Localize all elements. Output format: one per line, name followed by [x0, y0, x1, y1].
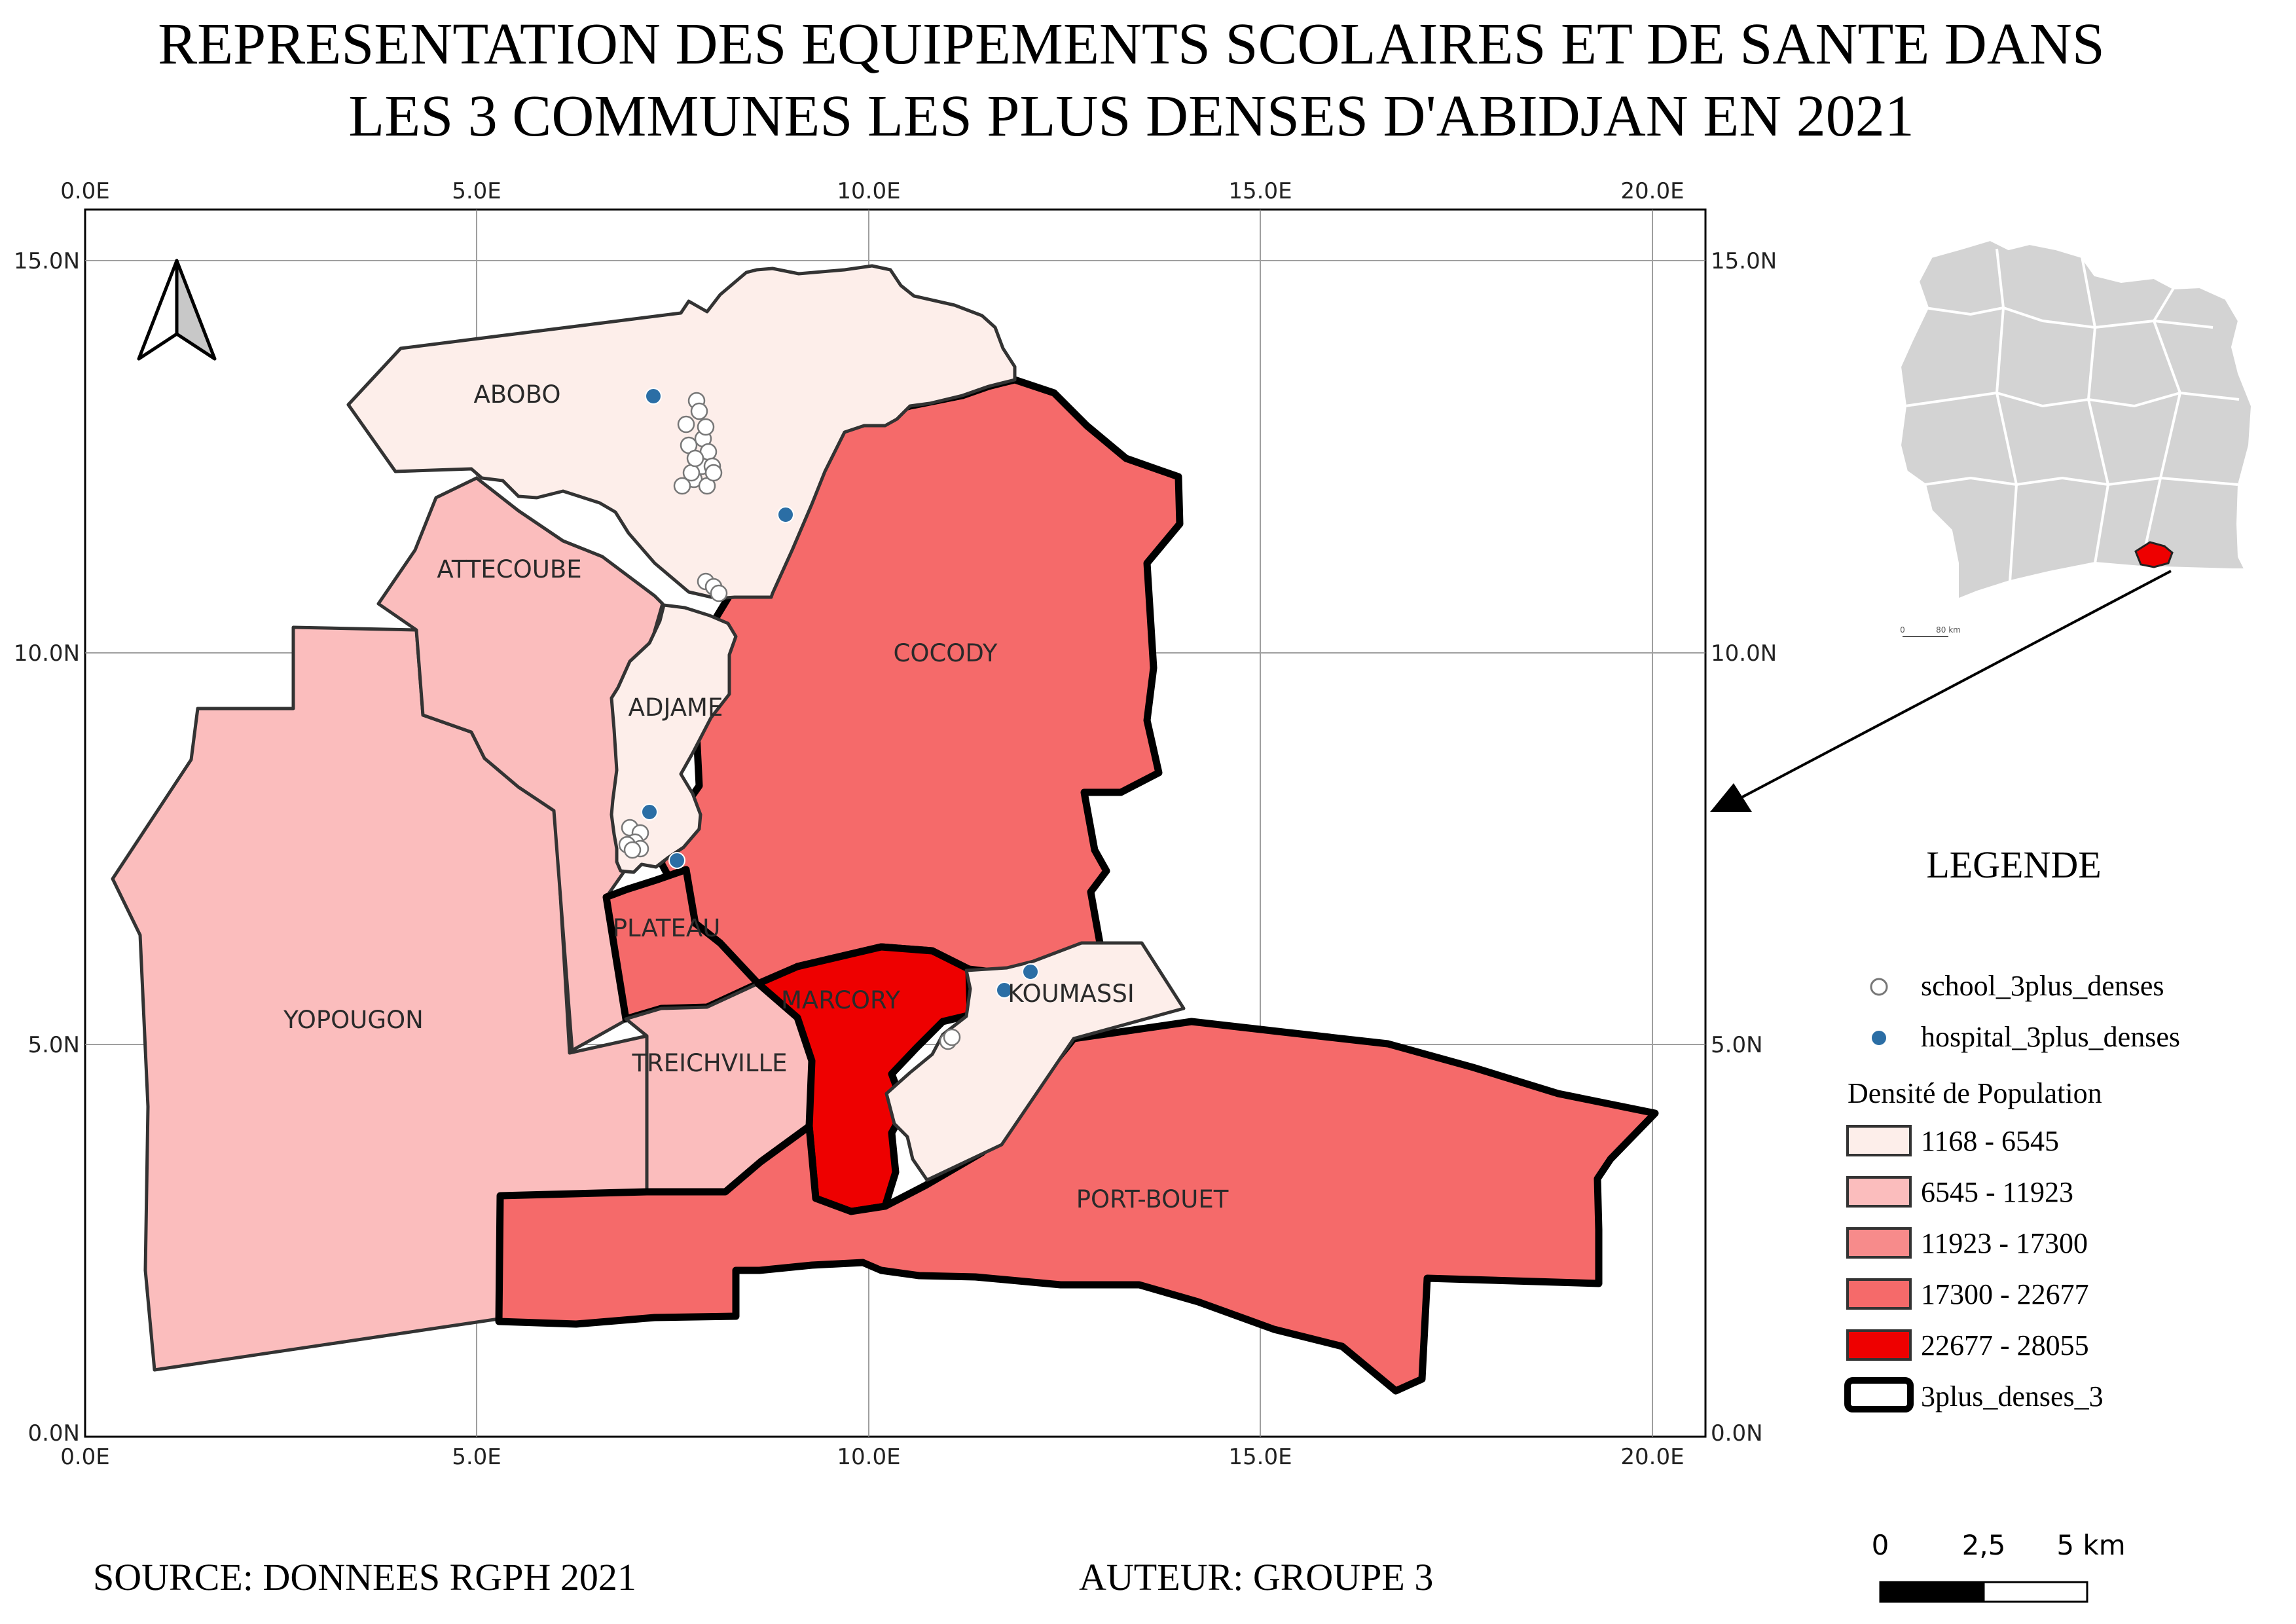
- label-abobo: ABOBO: [473, 380, 560, 409]
- main-map: ABOBO ATTECOUBE ADJAME COCODY PLATEAU YO…: [14, 178, 1777, 1470]
- grid-label-bottom-5e: 5.0E: [452, 1444, 501, 1470]
- legend-class-0-label: 1168 - 6545: [1921, 1125, 2059, 1157]
- inset-region-boundaries: [1904, 248, 2240, 582]
- legend-class-3-swatch: [1846, 1278, 1912, 1310]
- inset-connector-arrow: [1710, 570, 2172, 812]
- legend-hospital-label: hospital_3plus_denses: [1921, 1021, 2180, 1053]
- grid-label-left-10n: 10.0N: [14, 640, 80, 667]
- label-attecoube: ATTECOUBE: [437, 555, 581, 583]
- legend-title: LEGENDE: [1926, 843, 2101, 886]
- grid-label-bottom-15e: 15.0E: [1228, 1444, 1292, 1470]
- school-point: [623, 841, 642, 859]
- communes-layer: [111, 264, 1659, 1395]
- map-title-line-2: LES 3 COMMUNES LES PLUS DENSES D'ABIDJAN…: [348, 84, 1914, 149]
- graticule-labels: 0.0E 5.0E 10.0E 15.0E 20.0E 0.0E 5.0E 10…: [14, 178, 1777, 1470]
- label-marcory: MARCORY: [781, 986, 900, 1014]
- grid-label-top-15e: 15.0E: [1228, 178, 1292, 204]
- grid-label-right-10n: 10.0N: [1711, 640, 1777, 667]
- legend-class-1-swatch: [1846, 1176, 1912, 1208]
- inset-scale-label-80: 80 km: [1936, 625, 1961, 635]
- grid-label-left-0n: 0.0N: [27, 1420, 80, 1447]
- inset-scale-label-0: 0: [1900, 625, 1905, 635]
- connector-arrowhead-icon: [1710, 783, 1752, 812]
- grid-label-left-15n: 15.0N: [14, 248, 80, 274]
- school-point: [677, 415, 695, 434]
- school-point: [686, 449, 704, 468]
- label-plateau: PLATEAU: [613, 914, 721, 942]
- grid-label-top-20e: 20.0E: [1620, 178, 1684, 204]
- map-title-line-1: REPRESENTATION DES EQUIPEMENTS SCOLAIRES…: [158, 12, 2105, 77]
- grid-label-top-0e: 0.0E: [60, 178, 110, 204]
- grid-label-top-10e: 10.0E: [837, 178, 900, 204]
- legend-class-2-label: 11923 - 17300: [1921, 1227, 2088, 1259]
- school-point: [697, 418, 715, 436]
- legend-outline-swatch: [1844, 1377, 1914, 1412]
- grid-label-top-5e: 5.0E: [452, 178, 501, 204]
- commune-adjame: [610, 603, 738, 874]
- scale-label-2-5: 2,5: [1962, 1529, 2006, 1561]
- label-port-bouet: PORT-BOUET: [1076, 1185, 1229, 1213]
- hospital-point: [777, 506, 794, 523]
- grid-label-bottom-20e: 20.0E: [1620, 1444, 1684, 1470]
- label-koumassi: KOUMASSI: [1008, 980, 1135, 1008]
- legend-school-symbol: [1870, 978, 1888, 996]
- grid-label-left-5n: 5.0N: [27, 1032, 80, 1058]
- school-point: [682, 464, 701, 482]
- commune-port-bouet: [495, 1018, 1659, 1395]
- commune-abobo: [346, 264, 1017, 600]
- inset-abidjan-highlight: [2134, 541, 2174, 568]
- commune-labels: ABOBO ATTECOUBE ADJAME COCODY PLATEAU YO…: [283, 380, 1229, 1213]
- source-text: SOURCE: DONNEES RGPH 2021: [93, 1556, 636, 1598]
- grid-label-right-0n: 0.0N: [1711, 1420, 1763, 1447]
- school-point: [704, 464, 723, 482]
- author-text: AUTEUR: GROUPE 3: [1079, 1556, 1433, 1598]
- scale-label-0: 0: [1872, 1529, 1889, 1561]
- label-treichville: TREICHVILLE: [631, 1049, 787, 1077]
- legend-school-label: school_3plus_denses: [1921, 970, 2164, 1002]
- school-point: [673, 477, 691, 495]
- north-arrow-icon: [137, 259, 217, 361]
- hospital-point: [996, 982, 1013, 999]
- scale-label-5km: 5 km: [2056, 1529, 2125, 1561]
- school-point: [690, 402, 708, 420]
- legend-class-1-label: 6545 - 11923: [1921, 1176, 2073, 1208]
- schools-layer: [618, 392, 961, 1050]
- grid-label-right-5n: 5.0N: [1711, 1032, 1763, 1058]
- legend-class-3-label: 17300 - 22677: [1921, 1278, 2089, 1310]
- legend-class-0-swatch: [1846, 1125, 1912, 1156]
- grid-label-bottom-10e: 10.0E: [837, 1444, 900, 1470]
- hospital-point: [641, 803, 658, 821]
- legend: LEGENDE school_3plus_denses hospital_3pl…: [1844, 843, 2180, 1412]
- scale-bar: 0 2,5 5 km: [1872, 1529, 2126, 1603]
- hospital-point: [668, 852, 685, 869]
- label-adjame: ADJAME: [629, 693, 723, 722]
- inset-country-outline: [1898, 238, 2254, 602]
- hospitals-layer: [641, 388, 1039, 999]
- legend-class-4-label: 22677 - 28055: [1921, 1329, 2089, 1361]
- legend-class-2-swatch: [1846, 1227, 1912, 1259]
- legend-outline-label: 3plus_denses_3: [1921, 1380, 2104, 1412]
- school-point: [943, 1028, 961, 1046]
- legend-density-title: Densité de Population: [1848, 1077, 2102, 1109]
- label-cocody: COCODY: [894, 639, 998, 667]
- label-yopougon: YOPOUGON: [283, 1006, 424, 1034]
- hospital-point: [1022, 963, 1039, 980]
- school-point: [710, 584, 728, 602]
- grid-label-right-15n: 15.0N: [1711, 248, 1777, 274]
- legend-class-4-swatch: [1846, 1329, 1912, 1361]
- hospital-point: [645, 388, 662, 405]
- grid-label-bottom-0e: 0.0E: [60, 1444, 110, 1470]
- inset-map: 0 80 km: [1898, 238, 2254, 637]
- legend-hospital-symbol: [1870, 1029, 1887, 1046]
